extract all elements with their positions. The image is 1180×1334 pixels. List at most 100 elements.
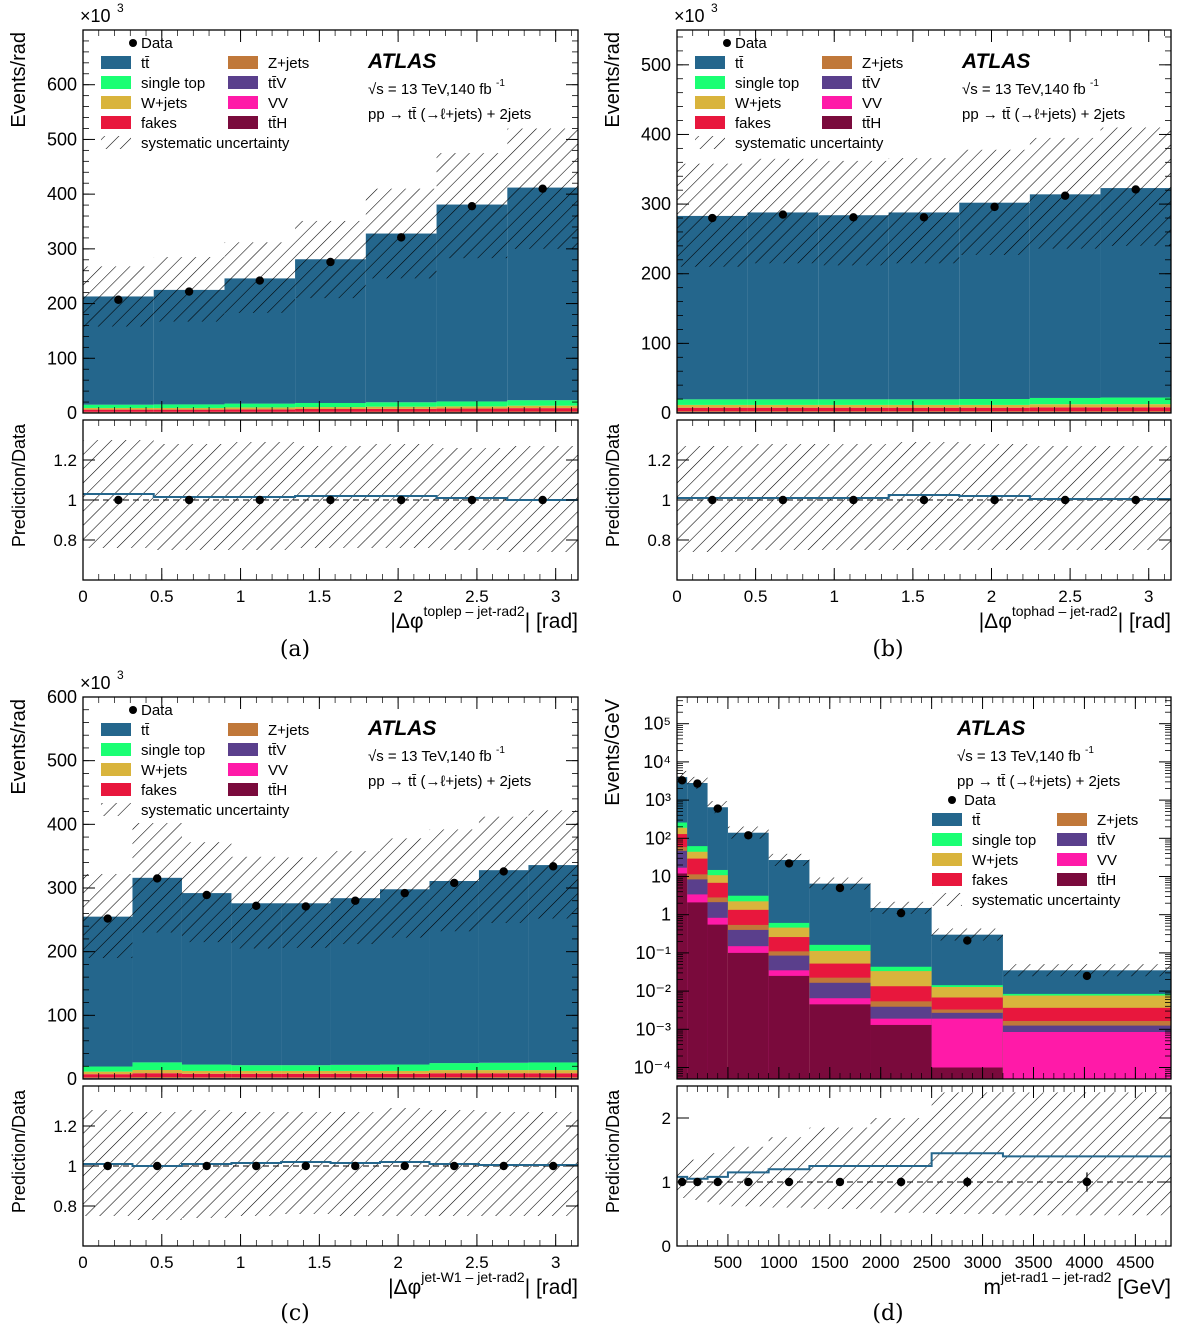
- legend-data-label: Data: [964, 792, 996, 809]
- y-tick-label: 300: [641, 194, 671, 214]
- y-multiplier: ×10: [80, 6, 111, 26]
- data-point: [467, 201, 477, 211]
- legend-label-single-top: single top: [735, 75, 799, 92]
- legend-swatch-tth: [822, 116, 852, 129]
- atlas-label: ATLAS: [367, 717, 436, 740]
- ratio-data-point: [784, 1177, 794, 1187]
- ratio-data-point: [1131, 495, 1140, 505]
- bar-single-top: [224, 403, 296, 408]
- bar-single-top: [747, 399, 819, 405]
- legend-swatch-ttv: [228, 743, 258, 756]
- bar-fakes: [507, 408, 578, 412]
- bar-single-top: [83, 404, 154, 408]
- legend-swatch-zjets: [228, 723, 258, 736]
- bar-zjets: [507, 411, 578, 413]
- energy-label-exponent: -1: [1085, 745, 1094, 756]
- ratio-data-point: [1082, 1177, 1092, 1187]
- legend-swatch-vv: [1057, 853, 1087, 866]
- data-point: [896, 908, 906, 918]
- data-point: [538, 184, 547, 193]
- ratio-uncertainty-band: [1002, 1092, 1171, 1216]
- chart-panel-d: 10⁻⁴10⁻³10⁻²10⁻¹11010²10³10⁴10⁵Events/Ge…: [602, 696, 1172, 1299]
- legend-label-tth: tt̄H: [1097, 872, 1116, 889]
- bar-wjets: [429, 1070, 479, 1074]
- bar-zjets: [153, 411, 225, 413]
- x-axis-label: |Δφjet-W1 – jet-rad2| [rad]: [388, 1269, 578, 1299]
- syst-uncertainty-band: [870, 901, 932, 914]
- legend-data-marker: [129, 706, 137, 714]
- y-tick-label: 100: [641, 333, 671, 353]
- legend-swatch-ttv: [1057, 833, 1087, 846]
- bar-single-top: [818, 399, 889, 405]
- data-points: [114, 184, 547, 304]
- legend-syst-swatch: [101, 136, 131, 149]
- x-tick-label: 1.5: [308, 1253, 332, 1272]
- stacked-bars: [677, 770, 1171, 1079]
- ratio-y-axis-label: Prediction/Data: [9, 423, 29, 547]
- bar-zjets: [83, 411, 154, 413]
- process-label: pp → tt̄ (→ℓ+jets) + 2jets: [368, 773, 531, 790]
- bar-wjets: [507, 405, 578, 409]
- x-tick-label: 2: [393, 587, 402, 606]
- atlas-label: ATLAS: [367, 50, 436, 73]
- data-point: [849, 213, 858, 222]
- x-tick-label: 500: [714, 1253, 742, 1272]
- data-point: [202, 890, 211, 900]
- data-point: [252, 901, 261, 911]
- y-tick-label: 100: [47, 1005, 77, 1025]
- legend-swatch-tth: [228, 783, 258, 796]
- energy-label-exponent: -1: [496, 78, 505, 89]
- bar-single-top: [478, 1062, 529, 1071]
- bar-tth: [809, 1004, 871, 1079]
- bar-wjets: [281, 1070, 331, 1074]
- legend-syst-label: systematic uncertainty: [141, 802, 290, 819]
- ratio-data-point: [549, 1161, 558, 1171]
- legend-label-single-top: single top: [141, 75, 205, 92]
- ratio-y-tick-label: 1: [662, 491, 671, 510]
- ratio-data-point: [708, 495, 717, 505]
- data-point: [326, 257, 335, 267]
- bar-wjets: [1100, 404, 1171, 408]
- legend-data-marker: [723, 39, 731, 47]
- bar-single-top: [1029, 397, 1101, 405]
- ratio-data-point: [713, 1177, 722, 1187]
- bar-zjets: [959, 411, 1030, 413]
- legend-swatch-ttbar: [101, 723, 131, 736]
- bar-fakes: [959, 407, 1030, 412]
- bar-wjets: [132, 1070, 182, 1074]
- y-multiplier-exponent: 3: [117, 1, 124, 15]
- bar-tth: [768, 975, 810, 1079]
- x-tick-label: 0.5: [744, 587, 768, 606]
- ratio-data-point: [326, 495, 335, 505]
- ratio-y-tick-label: 0.8: [53, 1197, 77, 1216]
- bar-fakes: [1029, 407, 1101, 412]
- legend-swatch-single-top: [932, 833, 962, 846]
- ratio-data-point: [990, 495, 999, 505]
- y-tick-label: 600: [47, 687, 77, 707]
- ratio-prediction-line: [677, 1152, 1171, 1180]
- chart-panel-a: 0 100 200 300 400 500 600 ×10 3 Events/rad Data tt̄…: [8, 1, 579, 633]
- bar-fakes: [436, 408, 508, 412]
- ratio-panel: 0 1 2 Prediction/Data: [603, 1085, 1172, 1256]
- data-point: [396, 233, 406, 242]
- data-point: [835, 883, 845, 893]
- bar-fakes: [224, 409, 296, 412]
- ratio-data-point: [919, 495, 929, 505]
- legend-swatch-wjets: [101, 763, 131, 776]
- legend-label-vv: VV: [862, 95, 882, 112]
- data-point: [1082, 971, 1092, 981]
- legend-label-tth: tt̄H: [268, 782, 287, 799]
- bar-tth: [931, 1067, 1003, 1079]
- legend-data-marker: [948, 796, 956, 804]
- chart-panel-b: 0 100 200 300 400 500 ×10 3 Events/rad Data tt̄ Z+j…: [602, 1, 1172, 633]
- process-label: pp → tt̄ (→ℓ+jets) + 2jets: [368, 106, 531, 123]
- legend-syst-label: systematic uncertainty: [141, 135, 290, 152]
- x-tick-label: 2: [987, 587, 996, 606]
- y-tick-label: 10⁻³: [635, 1019, 671, 1039]
- bar-wjets: [478, 1070, 529, 1074]
- energy-label: √s = 13 TeV,140 fb: [368, 81, 492, 98]
- legend-label-ttv: tt̄V: [268, 75, 286, 92]
- bar-wjets: [365, 406, 437, 409]
- legend-swatch-vv: [228, 96, 258, 109]
- legend-label-fakes: fakes: [972, 872, 1008, 889]
